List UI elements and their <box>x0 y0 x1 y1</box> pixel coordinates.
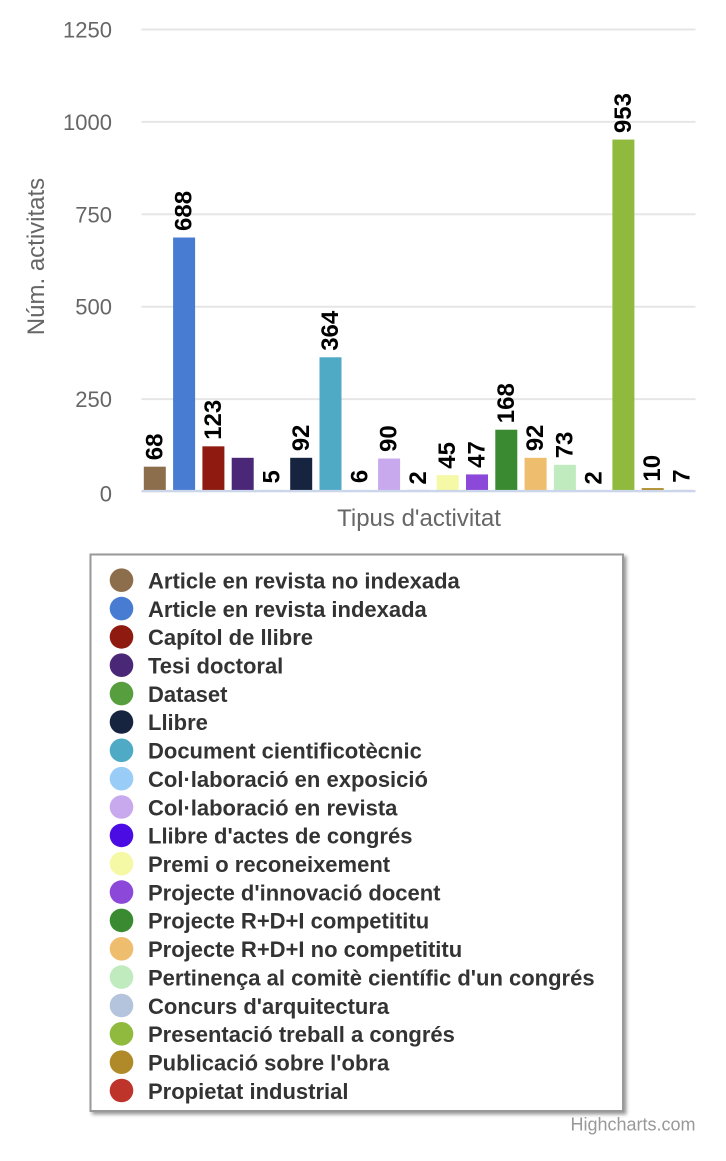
svg-text:Pertinença al comitè científic: Pertinença al comitè científic d'un cong… <box>148 965 595 990</box>
svg-text:364: 364 <box>317 310 344 351</box>
svg-text:Núm. activitats: Núm. activitats <box>23 178 50 335</box>
svg-text:Propietat industrial: Propietat industrial <box>148 1079 348 1104</box>
svg-text:Document cientificotècnic: Document cientificotècnic <box>148 739 422 764</box>
svg-text:6: 6 <box>346 470 373 483</box>
svg-text:688: 688 <box>171 191 198 231</box>
svg-text:Tesi doctoral: Tesi doctoral <box>148 654 283 679</box>
svg-text:0: 0 <box>100 481 112 506</box>
svg-text:Article en revista indexada: Article en revista indexada <box>148 597 428 622</box>
svg-text:123: 123 <box>200 400 227 440</box>
svg-text:2: 2 <box>405 471 432 484</box>
svg-text:Projecte d'innovació docent: Projecte d'innovació docent <box>148 880 441 905</box>
svg-text:500: 500 <box>75 295 112 320</box>
svg-text:Publicació sobre l'obra: Publicació sobre l'obra <box>148 1051 390 1076</box>
svg-text:Concurs d'arquitectura: Concurs d'arquitectura <box>148 994 390 1019</box>
svg-text:Projecte R+D+I no competititu: Projecte R+D+I no competititu <box>148 937 462 962</box>
svg-text:45: 45 <box>434 442 461 469</box>
svg-text:Highcharts.com: Highcharts.com <box>570 1115 695 1135</box>
svg-text:Llibre: Llibre <box>148 710 208 735</box>
svg-text:750: 750 <box>75 202 112 227</box>
svg-text:92: 92 <box>288 425 315 452</box>
svg-text:7: 7 <box>669 469 696 482</box>
svg-text:2: 2 <box>581 471 608 484</box>
svg-text:1250: 1250 <box>63 18 112 43</box>
svg-text:Llibre d'actes de congrés: Llibre d'actes de congrés <box>148 824 412 849</box>
svg-text:47: 47 <box>464 441 491 468</box>
svg-text:Capítol de llibre: Capítol de llibre <box>148 625 313 650</box>
svg-text:73: 73 <box>551 432 578 459</box>
svg-text:1000: 1000 <box>63 110 112 135</box>
svg-text:168: 168 <box>493 383 520 423</box>
svg-text:Projecte R+D+I competititu: Projecte R+D+I competititu <box>148 909 429 934</box>
svg-text:Presentació treball a congrés: Presentació treball a congrés <box>148 1022 455 1047</box>
svg-text:Tipus d'activitat: Tipus d'activitat <box>337 505 501 532</box>
svg-text:92: 92 <box>522 425 549 452</box>
svg-text:Dataset: Dataset <box>148 682 228 707</box>
svg-text:Article en revista no indexada: Article en revista no indexada <box>148 569 461 594</box>
svg-text:68: 68 <box>141 433 168 460</box>
svg-text:Col·laboració en revista: Col·laboració en revista <box>148 795 398 820</box>
svg-text:Premi o reconeixement: Premi o reconeixement <box>148 852 391 877</box>
svg-text:10: 10 <box>639 455 666 482</box>
svg-text:90: 90 <box>376 425 403 452</box>
svg-text:5: 5 <box>259 470 286 483</box>
svg-text:953: 953 <box>610 93 637 133</box>
svg-text:Col·laboració en exposició: Col·laboració en exposició <box>148 767 428 792</box>
svg-text:250: 250 <box>75 387 112 412</box>
